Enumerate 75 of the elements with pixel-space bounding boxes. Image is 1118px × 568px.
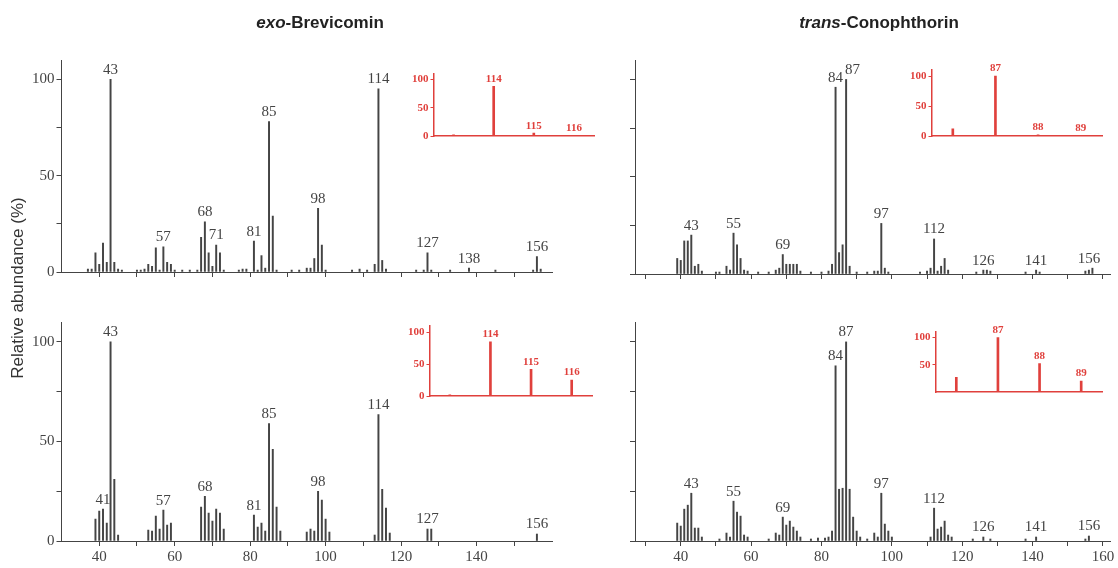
y-tick-label: 100 (412, 72, 429, 85)
y-tick-label: 100 (914, 330, 931, 343)
annotation: 114 (367, 396, 390, 413)
y-tick-label: 50 (417, 100, 429, 113)
annotation: 43 (683, 474, 699, 491)
annotation: 85 (261, 404, 277, 421)
annotation: 55 (726, 482, 742, 499)
x-tick-label: 115 (523, 354, 540, 367)
x-tick-label: 89 (1075, 366, 1088, 379)
y-tick-label: 0 (47, 531, 55, 548)
annotation: 84 (828, 347, 844, 364)
annotation: 156 (1077, 249, 1101, 266)
x-tick-label: 60 (167, 547, 183, 564)
x-tick-label: 120 (389, 547, 413, 564)
annotation: 98 (310, 472, 326, 489)
y-tick-label: 0 (419, 388, 425, 401)
annotation: 57 (155, 228, 172, 245)
annotation: 41 (95, 490, 111, 507)
annotation: 127 (416, 510, 440, 527)
chart-title: exo-Brevicomin (255, 12, 385, 34)
annotation: 69 (775, 235, 791, 252)
x-tick-label: 89 (1075, 120, 1087, 133)
annotation: 57 (155, 491, 172, 508)
annotation: 126 (972, 518, 996, 535)
annotation: 85 (261, 103, 277, 120)
annotation: 43 (103, 60, 119, 77)
annotation: 43 (683, 216, 699, 233)
annotation: 97 (873, 204, 890, 221)
annotation: 43 (103, 323, 119, 340)
x-tick-label: 40 (673, 547, 689, 564)
x-tick-label: 160 (1091, 547, 1115, 564)
y-axis-title: Relative abundance (%) (8, 196, 28, 381)
annotation: 126 (972, 251, 996, 268)
annotation: 69 (775, 498, 791, 515)
annotation: 156 (525, 515, 549, 532)
x-tick-label: 88 (1032, 120, 1045, 133)
annotation: 68 (197, 477, 213, 494)
x-tick-label: 140 (465, 547, 488, 564)
annotation: 127 (416, 234, 440, 251)
annotation: 81 (246, 222, 262, 239)
annotation: 68 (197, 203, 213, 220)
annotation: 98 (310, 189, 326, 206)
y-tick-label: 50 (413, 357, 425, 370)
annotation: 97 (873, 474, 890, 491)
annotation: 55 (726, 214, 742, 231)
annotation: 141 (1024, 251, 1048, 268)
y-tick-label: 0 (47, 262, 55, 279)
annotation: 112 (923, 489, 946, 506)
y-tick-label: 0 (423, 128, 429, 141)
x-tick-label: 60 (743, 547, 759, 564)
x-tick-label: 140 (1021, 547, 1044, 564)
x-tick-label: 115 (525, 118, 543, 131)
y-tick-label: 50 (39, 166, 55, 183)
y-tick-label: 50 (915, 98, 927, 111)
annotation: 156 (1077, 517, 1101, 534)
annotation: 81 (246, 496, 262, 513)
x-tick-label: 100 (314, 547, 337, 564)
y-tick-label: 50 (919, 357, 931, 370)
x-tick-label: 120 (950, 547, 974, 564)
annotation: 156 (525, 238, 549, 255)
annotation: 138 (457, 249, 481, 266)
x-tick-label: 80 (242, 547, 258, 564)
y-tick-label: 50 (39, 432, 55, 449)
x-tick-label: 80 (813, 547, 829, 564)
x-tick-label: 116 (565, 120, 583, 133)
x-tick-label: 40 (91, 547, 107, 564)
chart-title: trans-Conophthorin (798, 12, 960, 34)
x-tick-label: 100 (880, 547, 904, 564)
x-tick-label: 116 (563, 365, 581, 378)
annotation: 84 (828, 68, 844, 85)
annotation: 112 (923, 220, 946, 237)
y-tick-label: 0 (921, 128, 927, 141)
x-tick-label: 88 (1034, 348, 1046, 361)
annotation: 71 (208, 226, 224, 243)
annotation: 141 (1024, 518, 1048, 535)
